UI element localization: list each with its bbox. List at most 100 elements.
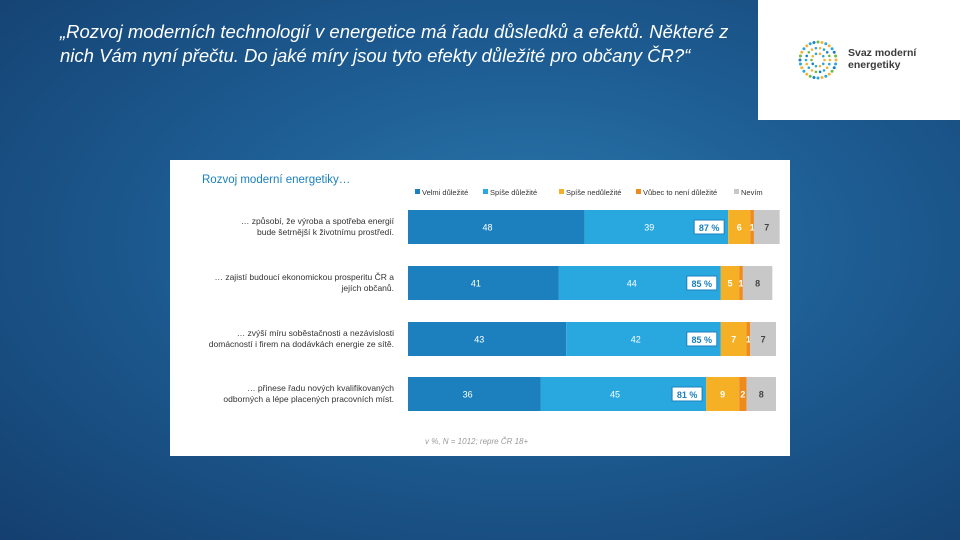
- logo-text: Svaz moderní energetiky: [848, 47, 916, 71]
- total-box: [686, 331, 718, 347]
- data-label: 43: [474, 335, 484, 345]
- legend-label: Spíše důležité: [490, 188, 537, 197]
- data-label: 39: [644, 223, 654, 233]
- logo-dot: [807, 66, 811, 70]
- bar-segment: [728, 210, 751, 244]
- category-label: … zajistí budoucí ekonomickou prosperitu…: [214, 272, 394, 282]
- logo-dot: [798, 62, 802, 66]
- logo-dots-icon: [798, 40, 838, 80]
- data-label: 7: [731, 335, 736, 345]
- logo-dot: [832, 66, 836, 70]
- total-label: 87 %: [699, 223, 720, 233]
- bar-segment: [739, 266, 743, 300]
- logo-dot: [818, 52, 822, 56]
- bar-segment: [408, 266, 559, 300]
- logo-dot: [798, 58, 802, 62]
- logo-dot: [811, 54, 815, 58]
- logo-dot: [827, 62, 831, 66]
- logo-dot: [810, 48, 814, 51]
- logo-dot: [830, 47, 834, 51]
- logo-dot: [814, 70, 818, 74]
- total-box: [671, 386, 703, 402]
- bar-segment: [720, 266, 740, 300]
- bar-segment: [746, 322, 751, 356]
- logo-dot: [834, 62, 838, 66]
- data-label: 1: [746, 335, 751, 345]
- total-label: 85 %: [692, 335, 713, 345]
- data-label: 42: [631, 335, 641, 345]
- logo-dot: [818, 46, 822, 50]
- data-label: 9: [720, 390, 725, 400]
- logo-dot: [814, 52, 818, 56]
- logo-dot: [805, 54, 809, 58]
- logo-dot: [821, 62, 825, 66]
- total-label: 85 %: [692, 279, 713, 289]
- bar-segment: [408, 322, 567, 356]
- logo-dot: [800, 50, 804, 54]
- data-label: 44: [627, 279, 637, 289]
- logo-dot: [827, 72, 831, 76]
- logo-dot: [805, 44, 809, 48]
- logo-dot: [818, 70, 822, 74]
- logo: Svaz moderní energetiky: [758, 0, 960, 120]
- data-label: 36: [463, 390, 473, 400]
- legend-label: Velmi důležité: [422, 188, 468, 197]
- logo-dot: [807, 50, 811, 54]
- category-label: odborných a lépe placených pracovních mí…: [223, 394, 394, 404]
- category-label: domácností i firem na dodávkách energie …: [209, 339, 394, 349]
- data-label: 48: [482, 223, 492, 233]
- logo-dot: [816, 40, 820, 44]
- logo-dot: [802, 47, 806, 51]
- data-label: 41: [471, 279, 481, 289]
- logo-dot: [827, 44, 831, 48]
- bar-segment: [706, 377, 740, 411]
- data-label: 5: [727, 279, 732, 289]
- stacked-bar-chart: Rozvoj moderní energetiky… Velmi důležité…: [202, 174, 780, 446]
- data-label: 7: [764, 223, 769, 233]
- logo-dot: [805, 72, 809, 76]
- legend-label: Nevím: [741, 188, 763, 197]
- category-label: bude šetrnější k životnímu prostředí.: [257, 227, 394, 237]
- legend-swatch: [636, 189, 641, 194]
- logo-dot: [814, 64, 818, 68]
- logo-dot: [825, 50, 829, 54]
- logo-line-1: Svaz moderní: [848, 47, 917, 59]
- logo-dot: [812, 40, 816, 44]
- total-box: [693, 219, 725, 235]
- legend-swatch: [559, 189, 564, 194]
- category-label: … zvýší míru soběstačnosti a nezávislost…: [237, 328, 394, 338]
- chart-panel: Rozvoj moderní energetiky… Velmi důležité…: [170, 160, 790, 456]
- logo-dot: [802, 69, 806, 73]
- logo-dot: [830, 69, 834, 73]
- data-label: 2: [740, 390, 745, 400]
- legend-swatch: [415, 189, 420, 194]
- logo-dot: [808, 74, 812, 78]
- legend-swatch: [483, 189, 488, 194]
- bar-segment: [408, 377, 541, 411]
- logo-dot: [810, 58, 813, 62]
- logo-dot: [824, 42, 828, 46]
- bar-segment: [746, 377, 776, 411]
- logo-dot: [828, 58, 832, 62]
- logo-dot: [822, 69, 826, 72]
- logo-dot: [834, 58, 838, 62]
- bar-segment: [739, 377, 747, 411]
- logo-dot: [827, 54, 831, 58]
- bar-segment: [750, 210, 754, 244]
- logo-line-2: energetiky: [848, 59, 901, 71]
- data-label: 6: [737, 223, 742, 233]
- legend-swatch: [734, 189, 739, 194]
- logo-dot: [820, 76, 824, 80]
- data-label: 1: [739, 279, 744, 289]
- logo-dot: [808, 42, 812, 46]
- bar-segment: [753, 210, 780, 244]
- chart-title: Rozvoj moderní energetiky…: [202, 174, 350, 186]
- legend-label: Spíše nedůležité: [566, 188, 621, 197]
- logo-dot: [804, 58, 808, 62]
- data-label: 1: [750, 223, 755, 233]
- logo-dot: [811, 62, 815, 66]
- bar-segment: [742, 266, 773, 300]
- category-label: … způsobí, že výroba a spotřeba energií: [241, 216, 395, 226]
- category-label: … přinese řadu nových kvalifikovaných: [247, 383, 394, 393]
- logo-dot: [805, 62, 809, 66]
